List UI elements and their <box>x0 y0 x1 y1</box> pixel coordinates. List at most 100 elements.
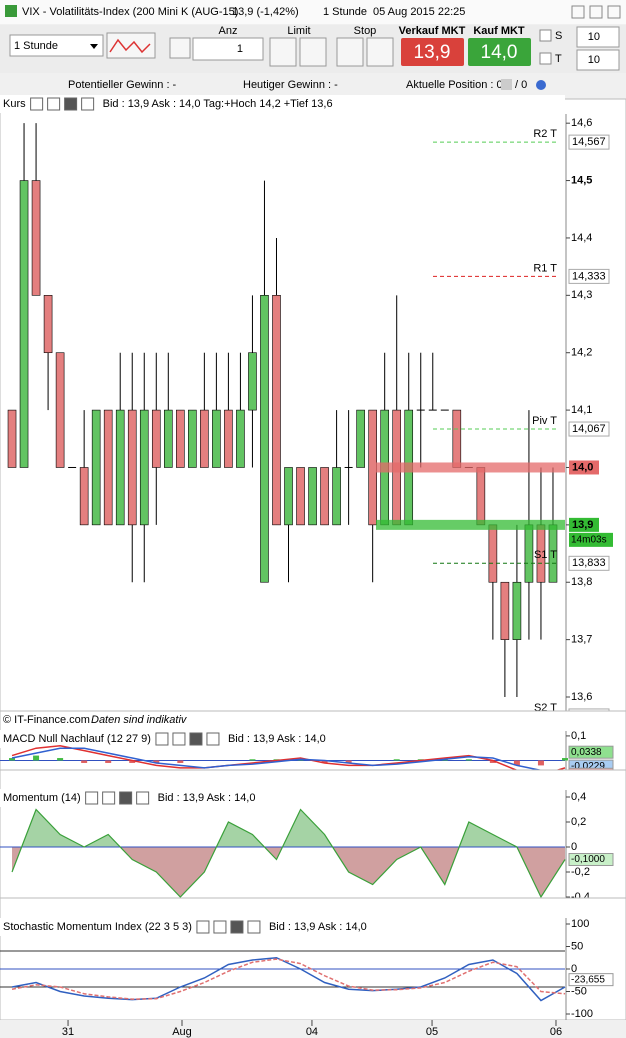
candle-body <box>115 409 125 526</box>
s-input[interactable] <box>576 26 620 48</box>
stop-buy-button[interactable] <box>336 37 364 67</box>
chart-type-icon <box>109 38 151 54</box>
panel-tool-icon[interactable] <box>247 920 261 934</box>
limit-sell-button[interactable] <box>299 37 327 67</box>
y-tick-label: -0,2 <box>571 866 590 878</box>
panel-tool-icon[interactable] <box>206 732 220 746</box>
panel-info: Bid : 13,9 Ask : 14,0 <box>269 921 367 933</box>
candle-body <box>512 581 522 640</box>
panel-tool-icon[interactable] <box>64 97 78 111</box>
histogram-bar <box>57 758 64 761</box>
position-settings[interactable] <box>536 80 546 90</box>
histogram-bar <box>33 755 40 761</box>
y-tick-label: 13,6 <box>571 691 592 703</box>
histogram-bar <box>393 759 400 761</box>
t-value: 10 <box>588 54 600 66</box>
buy-button[interactable] <box>468 38 531 66</box>
candle-body <box>476 467 486 526</box>
y-tick-label: 0 <box>571 963 577 975</box>
panel-tool-icon[interactable] <box>136 791 150 805</box>
indicator-line <box>11 956 566 1002</box>
indicator-line <box>11 808 566 899</box>
app-icon <box>5 5 17 17</box>
pivot-value-box <box>568 268 610 284</box>
panel-tool-icon[interactable] <box>196 920 210 934</box>
window-change: 13,9 (-1,42%) <box>232 6 299 18</box>
position-total: / 0 <box>515 79 527 91</box>
y-tick-label: -50 <box>571 985 587 997</box>
y-tick-label: 100 <box>571 918 589 930</box>
panel-tool-icon[interactable] <box>155 732 169 746</box>
x-tick-label: 31 <box>62 1026 74 1038</box>
candle-body <box>127 409 137 526</box>
panel-title: Momentum (14) <box>3 792 81 804</box>
limit-label: Limit <box>287 25 310 37</box>
panel-tool-icon[interactable] <box>47 97 61 111</box>
maximize-button[interactable] <box>589 5 603 19</box>
t-input[interactable] <box>576 49 620 71</box>
t-checkbox[interactable] <box>539 52 552 65</box>
histogram-bar <box>489 760 496 763</box>
histogram-bar <box>513 760 520 766</box>
panel-tool-icon[interactable] <box>102 791 116 805</box>
limit-buy-button[interactable] <box>269 37 297 67</box>
x-tick-label: 06 <box>550 1026 562 1038</box>
panel-tool-icon[interactable] <box>230 920 244 934</box>
dropdown-arrow <box>90 44 98 49</box>
current-position: Aktuelle Position : 0 <box>406 79 503 91</box>
settings-button[interactable] <box>169 37 191 59</box>
panel-tool-icon[interactable] <box>30 97 44 111</box>
pivot-value-box <box>568 134 610 150</box>
candle-body <box>356 409 365 468</box>
data-note: Daten sind indikativ <box>91 714 188 726</box>
t-label: T <box>555 53 562 65</box>
y-tick-label: 14,1 <box>571 404 592 416</box>
interval-select-text: 1 Stunde <box>14 40 58 52</box>
close-button[interactable] <box>607 5 621 19</box>
ask-line <box>376 462 565 473</box>
panel-tool-icon[interactable] <box>81 97 95 111</box>
panel-tool-icon[interactable] <box>213 920 227 934</box>
x-tick-label: 04 <box>306 1026 318 1038</box>
pivot-value: 14,333 <box>572 270 606 282</box>
s-checkbox[interactable] <box>539 29 552 42</box>
candle-body <box>236 409 245 468</box>
candle-body <box>151 409 161 468</box>
area-down <box>12 847 565 897</box>
interval-select[interactable] <box>9 34 104 57</box>
panel-tool-icon[interactable] <box>85 791 99 805</box>
s-label: S <box>555 30 562 42</box>
sell-button[interactable] <box>401 38 464 66</box>
pivot-value-box <box>568 555 610 571</box>
minimize-button[interactable] <box>571 5 585 19</box>
candle-body <box>332 467 341 526</box>
y-tick-label: 14,5 <box>571 174 592 186</box>
candle-body <box>224 409 233 468</box>
panel-info: Bid : 13,9 Ask : 14,0 <box>158 792 256 804</box>
candle-body <box>500 581 510 640</box>
pivot-level-name: R1 T <box>533 262 557 274</box>
pivot-level-name: S1 T <box>534 549 557 561</box>
histogram-bar <box>129 760 136 763</box>
window-datetime: 05 Aug 2015 22:25 <box>373 6 465 18</box>
ask-line-box <box>569 460 599 475</box>
panel-title: MACD Null Nachlauf (12 27 9) <box>3 733 151 745</box>
buy-price: 14,0 <box>481 42 518 63</box>
stop-sell-button[interactable] <box>366 37 394 67</box>
anz-input[interactable] <box>192 37 264 61</box>
panel-tool-icon[interactable] <box>119 791 133 805</box>
panel-header <box>0 730 565 748</box>
candle-body <box>31 180 41 296</box>
candle-body <box>488 524 498 583</box>
histogram-bar <box>81 760 88 763</box>
pivot-value: 14,067 <box>572 423 606 435</box>
candle-body <box>248 352 257 411</box>
panel-tool-icon[interactable] <box>172 732 186 746</box>
panel-header <box>0 95 565 113</box>
candle-body <box>176 409 185 468</box>
panel-tool-icon[interactable] <box>189 732 203 746</box>
window-title: VIX - Volatilitäts-Index (200 Mini K (AU… <box>22 6 238 18</box>
pivot-level-name: Piv T <box>532 415 557 427</box>
